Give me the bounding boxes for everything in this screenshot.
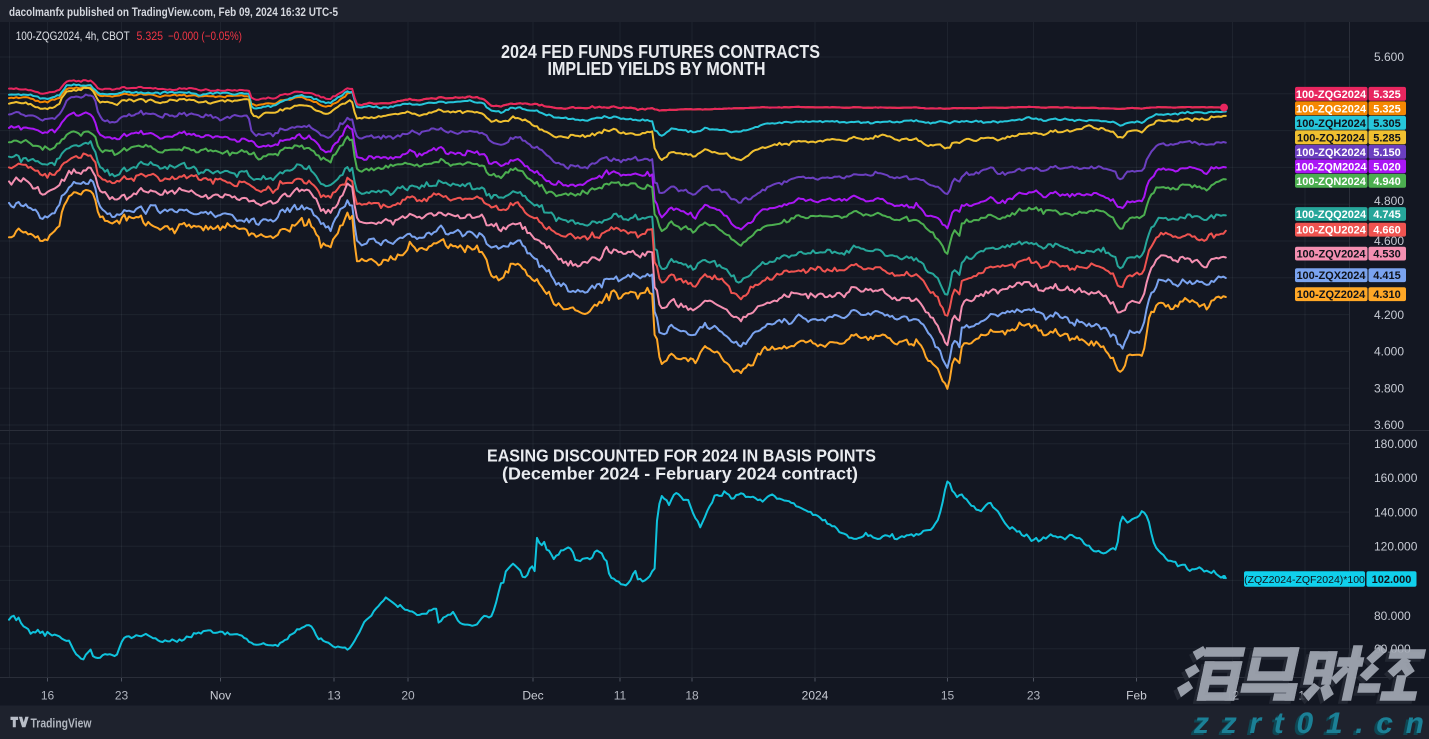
svg-text:5.020: 5.020 xyxy=(1373,161,1401,173)
svg-text:23: 23 xyxy=(1027,689,1041,703)
svg-text:4.310: 4.310 xyxy=(1373,289,1401,301)
svg-text:IMPLIED YIELDS BY MONTH: IMPLIED YIELDS BY MONTH xyxy=(548,59,766,79)
svg-text:5.600: 5.600 xyxy=(1374,50,1404,64)
svg-text:−0.000 (−0.05%): −0.000 (−0.05%) xyxy=(168,29,242,43)
svg-text:4.600: 4.600 xyxy=(1374,234,1404,248)
svg-text:15: 15 xyxy=(941,689,955,703)
svg-text:5.285: 5.285 xyxy=(1373,132,1401,144)
svg-text:4.200: 4.200 xyxy=(1374,308,1404,322)
svg-text:13: 13 xyxy=(327,689,341,703)
svg-text:EASING DISCOUNTED FOR 2024 IN: EASING DISCOUNTED FOR 2024 IN BASIS POIN… xyxy=(487,446,876,466)
svg-text:120.000: 120.000 xyxy=(1374,540,1418,554)
svg-text:100-ZQV2024: 100-ZQV2024 xyxy=(1296,249,1366,261)
svg-text:(ZQZ2024-ZQF2024)*100: (ZQZ2024-ZQF2024)*100 xyxy=(1244,574,1365,586)
svg-text:Nov: Nov xyxy=(210,689,231,703)
svg-text:11: 11 xyxy=(614,689,627,703)
svg-text:100-ZQH2024: 100-ZQH2024 xyxy=(1296,118,1367,130)
svg-text:140.000: 140.000 xyxy=(1374,505,1418,519)
svg-text:5.305: 5.305 xyxy=(1373,118,1401,130)
svg-text:5.325: 5.325 xyxy=(1373,103,1401,115)
svg-text:5.325: 5.325 xyxy=(137,29,164,43)
svg-text:dacolmanfx published on Tradin: dacolmanfx published on TradingView.com,… xyxy=(9,5,338,19)
svg-text:18: 18 xyxy=(685,689,699,703)
svg-text:3.600: 3.600 xyxy=(1374,418,1404,432)
svg-text:100-ZQJ2024: 100-ZQJ2024 xyxy=(1297,132,1366,144)
svg-text:100-ZQZ2024: 100-ZQZ2024 xyxy=(1297,289,1366,301)
svg-text:160.000: 160.000 xyxy=(1374,471,1418,485)
svg-text:23: 23 xyxy=(115,689,129,703)
svg-text:100-ZQK2024: 100-ZQK2024 xyxy=(1296,147,1367,159)
svg-text:4.000: 4.000 xyxy=(1374,345,1404,359)
svg-text:4.415: 4.415 xyxy=(1373,270,1401,282)
svg-text:4.940: 4.940 xyxy=(1373,176,1401,188)
svg-text:16: 16 xyxy=(41,689,55,703)
svg-text:4.745: 4.745 xyxy=(1373,209,1401,221)
svg-text:100-ZQM2024: 100-ZQM2024 xyxy=(1296,161,1368,173)
svg-text:100-ZQX2024: 100-ZQX2024 xyxy=(1296,270,1366,282)
svg-text:100-ZQG2024: 100-ZQG2024 xyxy=(1296,103,1367,115)
svg-text:2024 FED FUNDS FUTURES CONTRAC: 2024 FED FUNDS FUTURES CONTRACTS xyxy=(501,42,820,62)
svg-text:100-ZQG2024: 100-ZQG2024 xyxy=(1296,89,1367,101)
svg-text:80.000: 80.000 xyxy=(1374,609,1411,623)
svg-text:(December 2024 - February 2024: (December 2024 - February 2024 contract) xyxy=(502,464,858,484)
svg-text:2024: 2024 xyxy=(802,689,829,703)
svg-text:100-ZQG2024, 4h, CBOT: 100-ZQG2024, 4h, CBOT xyxy=(16,29,131,43)
svg-text:4.660: 4.660 xyxy=(1373,225,1401,237)
svg-text:5.150: 5.150 xyxy=(1373,147,1401,159)
svg-text:zzrt01.cn: zzrt01.cn xyxy=(1193,707,1429,739)
svg-text:zzrt01.cn: zzrt01.cn xyxy=(1190,709,1429,739)
svg-text:4.800: 4.800 xyxy=(1374,194,1404,208)
svg-text:5.325: 5.325 xyxy=(1373,89,1401,101)
svg-text:3.800: 3.800 xyxy=(1374,381,1404,395)
svg-text:102.000: 102.000 xyxy=(1372,574,1412,586)
svg-text:100-ZQQ2024: 100-ZQQ2024 xyxy=(1296,209,1367,221)
svg-text:4.530: 4.530 xyxy=(1373,249,1401,261)
svg-text:Dec: Dec xyxy=(522,689,543,703)
svg-text:TradingView: TradingView xyxy=(31,716,92,730)
svg-text:180.000: 180.000 xyxy=(1374,437,1418,451)
svg-text:Feb: Feb xyxy=(1126,689,1147,703)
svg-text:100-ZQU2024: 100-ZQU2024 xyxy=(1296,225,1367,237)
svg-text:100-ZQN2024: 100-ZQN2024 xyxy=(1296,176,1367,188)
svg-text:20: 20 xyxy=(401,689,415,703)
